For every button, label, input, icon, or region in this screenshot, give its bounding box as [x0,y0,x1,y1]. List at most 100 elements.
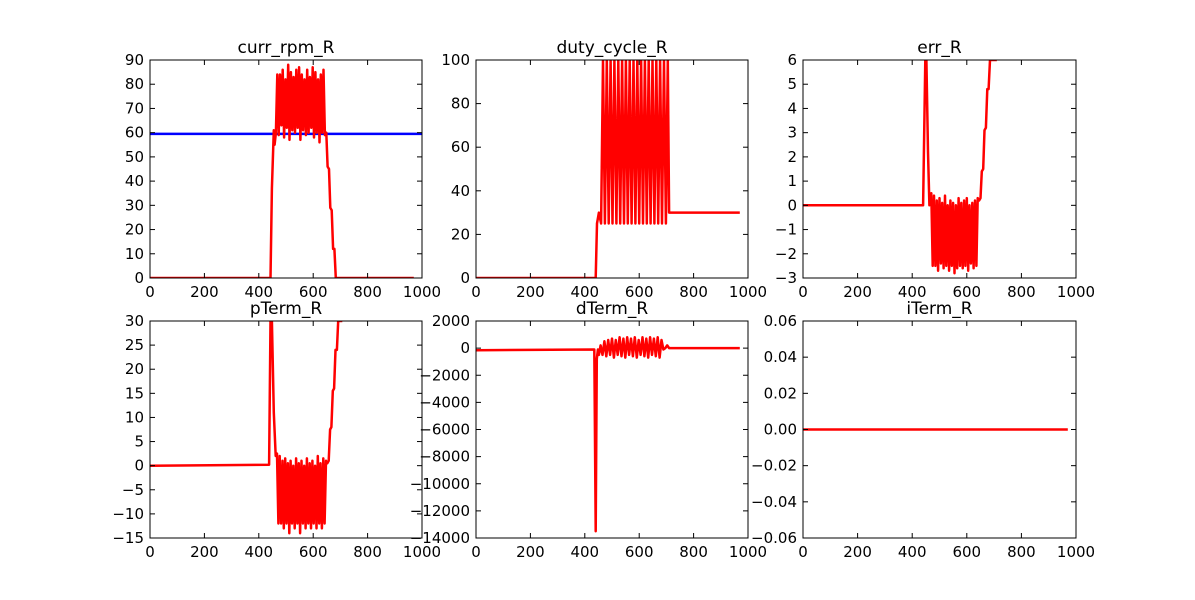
y-tick-label: 30 [125,312,144,330]
y-tick-label: 60 [451,138,470,156]
subplot-duty-cycle-R: 0 200 400 600 800 1000 0 20 40 60 80 100 duty_cycle_… [441,38,767,301]
axes-frame [475,320,749,539]
axes-frame [475,59,749,279]
x-tick-label: 800 [679,283,708,301]
y-tick-label: −15 [112,529,144,547]
x-tick-label: 0 [798,283,808,301]
subplot-iTerm-R: 0 200 400 600 800 1000 −0.06 −0.04 −0.02 0.00 0.02… [751,299,1095,561]
x-tick-label: 1000 [403,543,441,561]
y-tick-label: 15 [125,384,144,402]
x-tick-label: 200 [190,543,219,561]
y-tick-label: 0 [460,269,470,287]
y-tick-label: 20 [125,221,144,239]
series-line-1 [150,321,343,535]
y-tick-label: 5 [787,75,797,93]
subplot-err-R: 0 200 400 600 800 1000 −3 −2 −1 0 1 2 3 4 5 6 err_R [775,38,1095,301]
x-tick-label: 400 [898,543,927,561]
y-tick-label: 0 [134,457,144,475]
y-tick-label: 0 [134,269,144,287]
x-tick-label: 0 [471,543,481,561]
y-tick-label: 1 [787,172,797,190]
y-tick-label: 80 [125,75,144,93]
y-tick-label: 60 [125,124,144,142]
subplot-title: iTerm_R [906,299,972,319]
y-tick-label: −1 [775,221,797,239]
x-tick-label: 400 [898,283,927,301]
y-tick-label: −10 [112,505,144,523]
y-tick-label: 30 [125,196,144,214]
y-tick-label: −12000 [410,502,470,520]
y-tick-label: 10 [125,408,144,426]
subplot-title: err_R [917,38,962,58]
x-tick-label: 600 [625,543,654,561]
y-tick-label: −0.02 [751,457,797,475]
y-tick-label: −8000 [419,448,470,466]
y-tick-label: −14000 [410,529,470,547]
axes-frame [802,59,1077,279]
subplot-pTerm-R: 0 200 400 600 800 1000 −15 −10 −5 0 5 10 15 20 25 30 pTe… [112,299,441,561]
x-tick-label: 400 [570,283,599,301]
x-tick-label: 800 [1007,543,1036,561]
x-tick-label: 1000 [729,543,767,561]
y-tick-label: 0.00 [764,421,797,439]
subplot-dTerm-R: 0 200 400 600 800 1000 −14000 −12000 −10000 −8000… [410,299,767,561]
x-tick-label: 800 [353,543,382,561]
series-line-2 [150,63,414,278]
y-tick-label: 50 [125,148,144,166]
x-tick-label: 200 [190,283,219,301]
y-tick-label: 0 [787,196,797,214]
subplot-title: pTerm_R [250,299,322,319]
y-tick-label: −3 [775,269,797,287]
y-tick-label: 80 [451,95,470,113]
y-tick-label: 20 [451,225,470,243]
x-tick-label: 600 [952,543,981,561]
y-tick-label: 0 [460,339,470,357]
x-tick-label: 1000 [403,283,441,301]
x-tick-label: 200 [843,543,872,561]
x-tick-label: 800 [353,283,382,301]
y-tick-label: −5 [122,481,144,499]
x-tick-label: 1000 [729,283,767,301]
x-tick-label: 800 [679,543,708,561]
y-tick-label: 10 [125,245,144,263]
x-tick-label: 200 [516,543,545,561]
y-tick-label: 0.04 [764,348,797,366]
y-tick-label: 6 [787,51,797,69]
y-tick-label: −2000 [419,366,470,384]
y-tick-label: 3 [787,124,797,142]
x-tick-label: 400 [244,283,273,301]
y-tick-label: 25 [125,336,144,354]
axes-frame [149,59,423,279]
y-tick-label: 0.02 [764,384,797,402]
series-line-1 [476,336,740,533]
y-tick-label: 70 [125,99,144,117]
y-tick-label: 40 [125,172,144,190]
x-tick-label: 600 [952,283,981,301]
subplot-title: dTerm_R [576,299,648,319]
y-tick-label: −2 [775,245,797,263]
y-tick-label: −6000 [419,421,470,439]
y-tick-label: 5 [134,433,144,451]
y-tick-label: 0.06 [764,312,797,330]
y-tick-label: −0.04 [751,493,797,511]
x-tick-label: 200 [516,283,545,301]
y-tick-label: 90 [125,51,144,69]
subplot-title: duty_cycle_R [556,38,667,58]
y-tick-label: −10000 [410,475,470,493]
axes-frame [149,320,423,539]
x-tick-label: 0 [798,543,808,561]
x-tick-label: 600 [299,543,328,561]
x-tick-label: 200 [843,283,872,301]
y-tick-label: 2 [787,148,797,166]
y-tick-label: 20 [125,360,144,378]
x-tick-label: 800 [1007,283,1036,301]
x-tick-label: 0 [145,543,155,561]
y-tick-label: 4 [787,99,797,117]
y-tick-label: −4000 [419,393,470,411]
subplot-curr-rpm-R: 0 200 400 600 800 1000 0 10 20 30 40 50 60 70 80 90 curr… [125,38,441,301]
x-tick-label: 0 [145,283,155,301]
x-tick-label: 400 [570,543,599,561]
y-tick-label: 40 [451,182,470,200]
y-tick-label: 100 [441,51,470,69]
